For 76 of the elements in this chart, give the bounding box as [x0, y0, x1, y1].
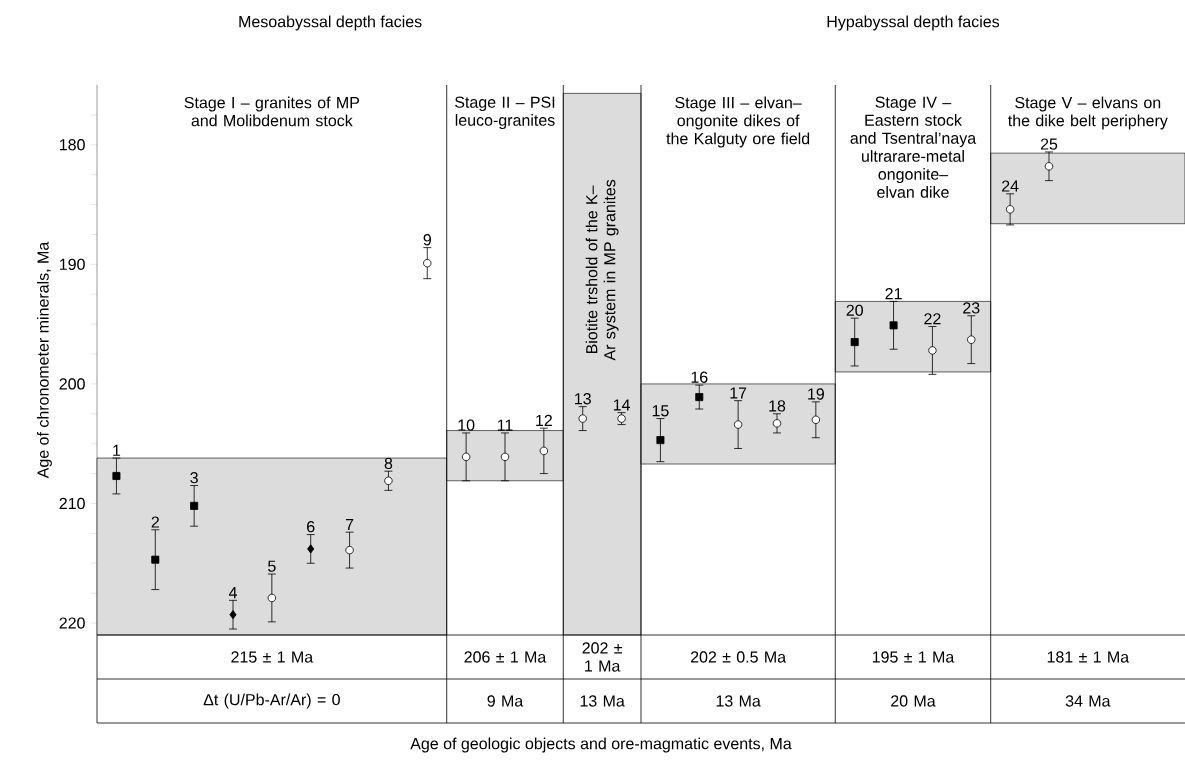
- annotation: Stage V – elvans on the dike belt periphery: [1008, 96, 1168, 130]
- text: Mesoabyssal depth facies: [239, 15, 422, 31]
- point: [656, 436, 665, 445]
- text: Age of geologic objects and ore-magmatic events, Ma: [410, 737, 792, 753]
- text: Δt (U/Pb-Ar/Ar) = 0: [203, 693, 340, 709]
- y-tick-label: 190: [59, 258, 85, 271]
- text: 202 ± 1 Ma: [582, 642, 623, 672]
- x-tick-label: 11: [497, 419, 513, 431]
- point: [889, 321, 898, 330]
- point: [1044, 162, 1054, 171]
- point: [112, 471, 121, 480]
- text: Hypabyssal depth facies: [827, 15, 1000, 31]
- annotation: Stage III – elvan–ongonite dikes of the Kalguty ore field: [666, 96, 810, 148]
- x-tick-label: 9: [423, 234, 431, 246]
- x-tick-label: 14: [613, 399, 630, 411]
- point: [384, 476, 393, 485]
- x-tick-label: 20: [846, 304, 863, 316]
- x-tick-label: 19: [808, 388, 824, 400]
- point: [423, 258, 432, 268]
- y-axis-title: Age of chronometer minerals, Ma: [36, 241, 52, 479]
- x-tick-label: 3: [190, 472, 198, 484]
- point: [928, 346, 937, 355]
- x-tick-label: 23: [963, 302, 980, 314]
- point: [500, 452, 510, 462]
- point: [151, 555, 160, 564]
- point: [461, 452, 471, 462]
- x-tick-label: 13: [575, 393, 591, 405]
- text: 34 Ma: [1065, 695, 1111, 707]
- point: [772, 419, 782, 428]
- x-tick-label: 10: [458, 419, 475, 431]
- y-tick-label: 200: [59, 378, 85, 390]
- point: [190, 501, 199, 510]
- x-tick-label: 6: [307, 521, 315, 533]
- x-tick-label: 17: [730, 387, 747, 399]
- annotation: Stage I – granites of MP and Molibdenum stock: [184, 96, 360, 127]
- x-tick-label: 22: [924, 313, 941, 325]
- band-label: Biotite trshold of the K–Ar system in MP granites: [585, 179, 619, 361]
- point: [345, 545, 354, 555]
- point: [811, 415, 821, 424]
- x-tick-label: 16: [691, 371, 708, 383]
- point: [307, 544, 315, 554]
- text: 202 ± 0.5 Ma: [690, 651, 787, 663]
- text: 195 ± 1 Ma: [872, 651, 955, 663]
- point: [267, 593, 277, 603]
- text: 13 Ma: [580, 695, 625, 707]
- text: 215 ± 1 Ma: [231, 651, 314, 663]
- y-tick-label: 180: [59, 139, 85, 151]
- text: 181 ± 1 Ma: [1047, 651, 1130, 663]
- x-tick-label: 4: [228, 587, 237, 599]
- x-tick-label: 24: [1002, 180, 1019, 192]
- y-tick-label: 220: [59, 617, 85, 629]
- point: [850, 338, 859, 347]
- text: 9 Ma: [487, 695, 524, 707]
- x-tick-label: 12: [536, 414, 552, 426]
- annotation: Stage IV – Eastern stock and Tsentral’naya ultrarare-metal ongonite–elvan dike: [850, 96, 977, 198]
- text: 13 Ma: [716, 695, 761, 707]
- x-tick-label: 2: [151, 516, 159, 528]
- text: 20 Ma: [891, 695, 936, 707]
- x-tick-label: 8: [384, 457, 393, 469]
- text: 206 ± 1 Ma: [464, 651, 547, 663]
- x-tick-label: 15: [652, 405, 669, 417]
- point: [733, 420, 743, 429]
- annotation: Stage II – PSI leuco-granites: [455, 96, 555, 130]
- x-tick-label: 25: [1040, 138, 1058, 150]
- y-tick-label: 210: [59, 497, 85, 510]
- x-tick-label: 18: [769, 400, 786, 412]
- point: [695, 393, 704, 402]
- x-tick-label: 21: [885, 288, 902, 300]
- point: [578, 414, 587, 423]
- point: [1005, 205, 1015, 214]
- point: [229, 610, 237, 620]
- point: [539, 446, 549, 456]
- point: [967, 335, 976, 344]
- x-tick-label: 7: [345, 518, 354, 530]
- x-tick-label: 1: [113, 444, 121, 456]
- x-tick-label: 5: [268, 560, 276, 572]
